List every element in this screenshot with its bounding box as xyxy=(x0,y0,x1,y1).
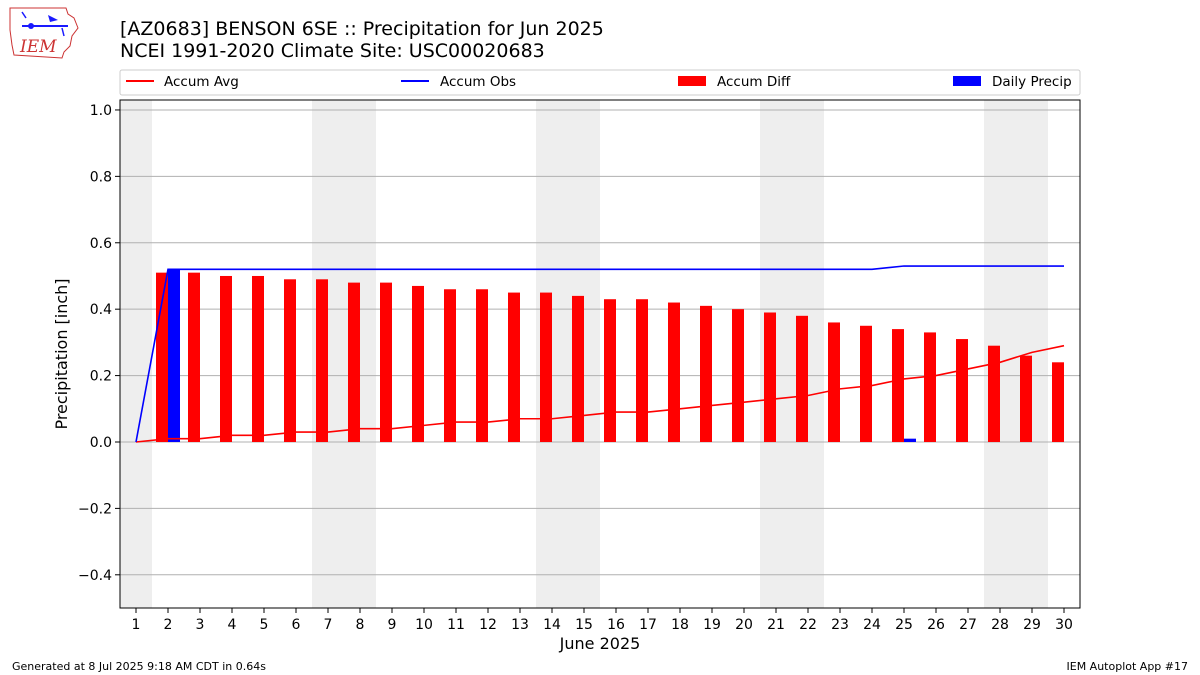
x-tick-label: 5 xyxy=(260,617,269,633)
x-tick-label: 16 xyxy=(607,617,625,633)
accum-diff-bar xyxy=(924,332,936,442)
accum-diff-bar xyxy=(508,292,520,442)
y-tick-label: 0.0 xyxy=(90,435,112,451)
plot-frame xyxy=(119,99,1081,609)
x-tick-label: 13 xyxy=(511,617,529,633)
legend-avg-label: Accum Avg xyxy=(164,74,239,90)
x-tick-label: 15 xyxy=(575,617,593,633)
accum-diff-bar xyxy=(1020,355,1032,442)
y-tick-label: 0.8 xyxy=(90,169,112,185)
x-tick-label: 23 xyxy=(831,617,849,633)
y-tick-label: −0.2 xyxy=(78,501,112,517)
accum-diff-bar xyxy=(668,302,680,442)
accum-diff-bar xyxy=(828,322,840,442)
daily-precip-bar xyxy=(168,269,180,442)
x-tick-label: 21 xyxy=(767,617,785,633)
accum-obs-line xyxy=(135,265,1064,443)
y-ticks: −0.4 −0.2 0.0 0.2 0.4 0.6 0.8 1.0 xyxy=(78,103,120,584)
accum-diff-bar xyxy=(380,282,392,442)
x-tick-label: 17 xyxy=(639,617,657,633)
accum-diff-bar xyxy=(572,295,584,442)
x-axis-label: June 2025 xyxy=(559,634,641,653)
y-axis-label: Precipitation [inch] xyxy=(52,278,71,429)
logo-text: IEM xyxy=(19,37,57,57)
x-tick-label: 2 xyxy=(164,617,173,633)
accum-diff-bar xyxy=(348,282,360,442)
accum-diff-bar xyxy=(252,275,264,442)
daily-precip-bar xyxy=(904,438,916,442)
legend-daily-swatch xyxy=(953,76,981,86)
footer-app: IEM Autoplot App #17 xyxy=(1067,660,1189,673)
x-tick-label: 6 xyxy=(292,617,301,633)
accum-diff-bar xyxy=(220,275,232,442)
accum-diff-bar xyxy=(796,315,808,442)
accum-avg-line xyxy=(135,344,1065,443)
lines xyxy=(135,265,1065,443)
accum-diff-bar xyxy=(188,272,200,442)
y-gridlines xyxy=(120,109,1080,576)
x-tick-label: 20 xyxy=(735,617,753,633)
x-tick-label: 3 xyxy=(196,617,205,633)
accum-diff-bar xyxy=(988,345,1000,442)
accum-diff-bar xyxy=(956,339,968,442)
accum-diff-bar xyxy=(636,299,648,442)
x-tick-label: 9 xyxy=(388,617,397,633)
y-tick-label: 0.4 xyxy=(90,302,112,318)
accum-diff-bar xyxy=(700,305,712,442)
x-ticks: 1 2 3 4 5 6 7 8 9 10 11 12 13 14 15 16 17 18 19 20 21 22 23 24 2… xyxy=(132,608,1073,633)
x-tick-label: 1 xyxy=(132,617,141,633)
bars xyxy=(156,269,1064,442)
x-tick-label: 14 xyxy=(543,617,561,633)
accum-diff-bar xyxy=(444,289,456,442)
footer-generated: Generated at 8 Jul 2025 9:18 AM CDT in 0… xyxy=(12,660,266,673)
accum-diff-bar xyxy=(604,299,616,442)
accum-diff-bar xyxy=(412,285,424,442)
x-tick-label: 22 xyxy=(799,617,817,633)
accum-diff-bar xyxy=(892,329,904,442)
x-tick-label: 10 xyxy=(415,617,433,633)
y-tick-label: −0.4 xyxy=(78,568,112,584)
x-tick-label: 27 xyxy=(959,617,977,633)
x-tick-label: 25 xyxy=(895,617,913,633)
y-tick-label: 0.2 xyxy=(90,369,112,385)
accum-diff-bar xyxy=(1052,362,1064,442)
accum-diff-bar xyxy=(860,325,872,442)
y-tick-label: 1.0 xyxy=(90,103,112,119)
x-tick-label: 11 xyxy=(447,617,465,633)
x-tick-label: 18 xyxy=(671,617,689,633)
accum-diff-bar xyxy=(540,292,552,442)
iem-logo: IEM xyxy=(9,7,79,59)
x-tick-label: 28 xyxy=(991,617,1009,633)
x-tick-label: 24 xyxy=(863,617,881,633)
accum-diff-bar xyxy=(284,279,296,442)
legend-obs-label: Accum Obs xyxy=(440,74,516,90)
legend-diff-swatch xyxy=(678,76,706,86)
accum-diff-bar xyxy=(316,279,328,442)
x-tick-label: 4 xyxy=(228,617,237,633)
weekend-band xyxy=(120,100,152,608)
x-tick-label: 26 xyxy=(927,617,945,633)
legend: Accum Avg Accum Obs Accum Diff Daily Pre… xyxy=(119,69,1081,96)
y-tick-label: 0.6 xyxy=(90,236,112,252)
x-tick-label: 7 xyxy=(324,617,333,633)
x-tick-label: 8 xyxy=(356,617,365,633)
accum-diff-bar xyxy=(764,312,776,442)
legend-box xyxy=(119,69,1081,96)
x-tick-label: 19 xyxy=(703,617,721,633)
x-tick-label: 12 xyxy=(479,617,497,633)
accum-diff-bar xyxy=(476,289,488,442)
accum-diff-bar xyxy=(732,309,744,442)
x-tick-label: 29 xyxy=(1023,617,1041,633)
x-tick-label: 30 xyxy=(1055,617,1073,633)
chart-subtitle: NCEI 1991-2020 Climate Site: USC00020683 xyxy=(120,40,545,62)
legend-diff-label: Accum Diff xyxy=(717,74,791,90)
chart-title: [AZ0683] BENSON 6SE :: Precipitation for… xyxy=(120,18,604,40)
legend-daily-label: Daily Precip xyxy=(992,74,1072,90)
